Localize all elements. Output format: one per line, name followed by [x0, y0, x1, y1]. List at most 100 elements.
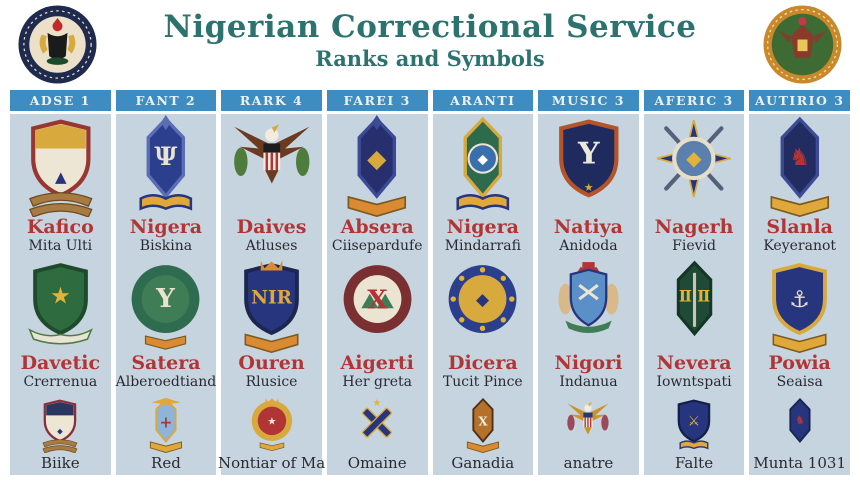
rank-title: Dicera	[447, 351, 518, 374]
poster-header: Nigerian Correctional Service Ranks and …	[0, 0, 860, 88]
rank-column-8: ♞ Slanla Keyeranot ⚓ Powia Seaisa ♞ Munta 1031	[749, 114, 850, 475]
rank-subtitle: Seaisa	[776, 373, 823, 390]
svg-text:Ψ: Ψ	[154, 141, 177, 171]
column-header-4: FAREI 3	[326, 90, 428, 111]
ministry-seal-logo	[16, 3, 99, 86]
rank-label: anatre	[563, 453, 614, 472]
service-crest-icon	[763, 5, 842, 84]
rank-badge: ⚔	[644, 395, 745, 455]
rank-cell: Daives Atluses	[221, 114, 322, 259]
rank-cell: X Aigerti Her greta	[327, 259, 428, 395]
rank-label: Ganadia	[451, 453, 515, 472]
rank-title: Nigera	[129, 215, 203, 238]
rank-subtitle: Atluses	[245, 237, 298, 254]
winged-y-shield-badge-icon: Y★	[558, 119, 619, 198]
svg-text:NIR: NIR	[251, 288, 293, 309]
rank-cell: ♞ Slanla Keyeranot	[749, 114, 850, 259]
rank-subtitle: Mindarrafi	[444, 237, 521, 254]
rank-cell: ★ Nontiar of Ma	[218, 395, 325, 475]
svg-text:★: ★	[50, 283, 71, 310]
rank-cell: Ψ Nigera Biskina	[116, 114, 217, 259]
green-crest-pillars-badge-icon: Ⅱ Ⅱ	[676, 261, 712, 337]
rank-subtitle: Indanua	[559, 373, 618, 390]
rank-label: Munta 1031	[753, 453, 846, 472]
rank-cell: ♞ Munta 1031	[749, 395, 850, 475]
rank-subtitle: Iowntspati	[656, 373, 732, 390]
navy-shield-ribbons-badge-icon: ◆	[42, 399, 78, 453]
rank-cell: Y Satera Alberoedtiand	[115, 259, 217, 395]
rank-column-3: Daives Atluses NIR Ouren Rlusice ★ Nontiar of …	[218, 114, 325, 475]
rank-badge: ⚓	[749, 259, 850, 354]
column-headers: ADSE 1 FANT 2 RARK 4 FAREI 3 ARANTI MUSIC 3 AF…	[0, 90, 860, 111]
golden-eagle-shield-badge-icon	[567, 401, 610, 435]
green-shield-laurel-badge-icon: ★	[27, 263, 93, 346]
svg-text:♞: ♞	[789, 143, 810, 171]
rank-title: Ouren	[238, 351, 305, 374]
rank-badge: ◆	[327, 114, 428, 218]
green-round-seal-badge-icon: Y	[132, 265, 200, 351]
rank-subtitle: Alberoedtiand	[115, 373, 217, 390]
rank-badge	[538, 395, 639, 455]
rank-title: Natiya	[553, 215, 623, 238]
rank-cell: Ⅱ Ⅱ Nevera Iowntspati	[644, 259, 745, 395]
rank-title: Slanla	[766, 215, 833, 238]
svg-text:Ⅱ Ⅱ: Ⅱ Ⅱ	[678, 288, 709, 306]
page-subtitle: Ranks and Symbols	[315, 46, 545, 71]
rank-label: Falte	[675, 453, 714, 472]
svg-text:★: ★	[267, 416, 276, 427]
svg-text:◆: ◆	[368, 143, 388, 173]
rank-title: Davetic	[20, 351, 101, 374]
rank-cell: Y ★ Natiya Anidoda	[538, 114, 639, 259]
rank-subtitle: Keyeranot	[763, 237, 837, 254]
rank-badge: ◆	[433, 259, 534, 354]
rank-badge: ♞	[749, 395, 850, 455]
rank-cell: ★ Davetic Crerrenua	[10, 259, 111, 395]
column-header-3: RARK 4	[221, 90, 322, 111]
svg-text:◆: ◆	[478, 151, 489, 167]
navy-crest-emblem-badge-icon: ♞	[789, 397, 811, 443]
rank-subtitle: Tucit Pince	[442, 373, 523, 390]
column-header-5: ARANTI	[432, 90, 534, 111]
rank-badge: Ⅱ Ⅱ	[644, 259, 745, 354]
svg-text:Y: Y	[156, 283, 176, 314]
rank-column-5: ◆ Nigera Mindarrafi ◆ Dicera Tucit Pince X Gana…	[432, 114, 534, 475]
svg-text:X: X	[367, 285, 388, 316]
rank-subtitle: Biskina	[139, 237, 193, 254]
rank-badge: ▲	[10, 114, 111, 218]
rank-subtitle: Rlusice	[245, 373, 298, 390]
navy-crest-banner-badge-icon: ◆	[347, 114, 407, 217]
eagle-cross-banner-badge-icon: +	[149, 397, 182, 453]
rank-subtitle: Crerrenua	[23, 373, 98, 390]
svg-text:▲: ▲	[55, 168, 67, 186]
rank-title: Kafico	[26, 215, 94, 238]
rank-cell: anatre	[538, 395, 639, 475]
column-header-2: FANT 2	[115, 90, 217, 111]
svg-text:X: X	[478, 414, 488, 428]
rank-badge: ◆	[433, 114, 534, 218]
rank-subtitle: Mita Ulti	[28, 237, 93, 254]
shield-eagle-ribbons-badge-icon: ▲	[28, 119, 93, 217]
rank-title: Powia	[768, 351, 831, 374]
rank-badge: Ψ	[116, 114, 217, 218]
rank-subtitle: Anidoda	[559, 237, 618, 254]
rank-title: Nagerh	[654, 215, 734, 238]
rank-badge: ♞	[749, 114, 850, 218]
blue-crest-book-badge-icon: Ψ	[139, 114, 193, 211]
blue-gold-round-badge-icon: ◆	[448, 265, 517, 334]
rank-badge: ◆	[644, 114, 745, 218]
rank-column-4: ◆ Absera Ciisepardufe X Aigerti Her greta ★ Oma…	[326, 114, 428, 475]
gold-crown-round-badge-icon: ★	[251, 397, 292, 451]
swords-shield-book-badge-icon: ⚔	[677, 399, 711, 450]
rank-cell: X Ganadia	[433, 395, 534, 475]
rank-title: Aigerti	[340, 351, 414, 374]
rank-title: Nigera	[446, 215, 519, 238]
page-title: Nigerian Correctional Service	[163, 9, 697, 45]
rank-column-6: Y ★ Natiya Anidoda Nigori Indanua anatre	[538, 114, 639, 475]
rank-title: Nevera	[656, 351, 732, 374]
rank-cell: ★ Omaine	[327, 395, 428, 475]
service-crest-logo	[761, 3, 844, 86]
rank-badge	[221, 114, 322, 218]
rank-cell: ◆ Biike	[10, 395, 111, 475]
round-seal-x-badge-icon: X	[343, 265, 412, 334]
